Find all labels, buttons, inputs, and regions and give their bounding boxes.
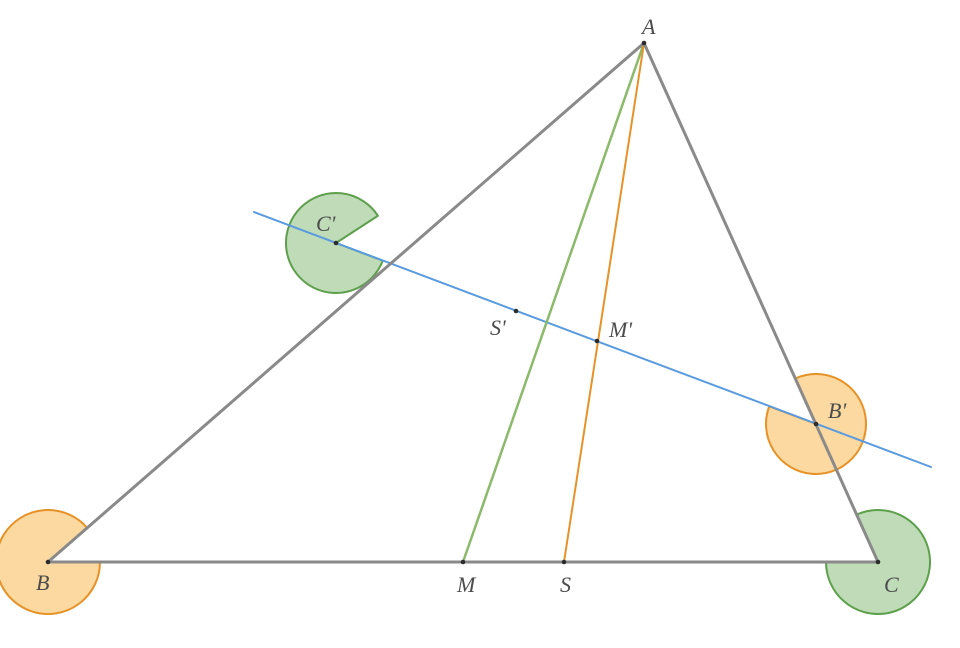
point-M' [595,339,600,344]
point-B' [814,422,819,427]
triangle-diagram: A B C M S C' B' S' M' [0,0,960,648]
label-A: A [640,14,656,39]
point-S [562,560,567,565]
label-M': M' [608,317,632,342]
label-S: S [560,572,571,597]
label-C': C' [316,211,336,236]
point-B [46,560,51,565]
point-S' [514,309,519,314]
label-B': B' [828,398,846,423]
point-A [642,41,647,46]
line-AS [564,43,644,562]
point-M [461,560,466,565]
point-C' [334,241,339,246]
point-C [876,560,881,565]
label-C: C [884,572,899,597]
label-B: B [36,570,49,595]
line-parallel [254,212,931,467]
side-CA [644,43,878,562]
label-M: M [456,572,477,597]
label-S': S' [490,315,506,340]
